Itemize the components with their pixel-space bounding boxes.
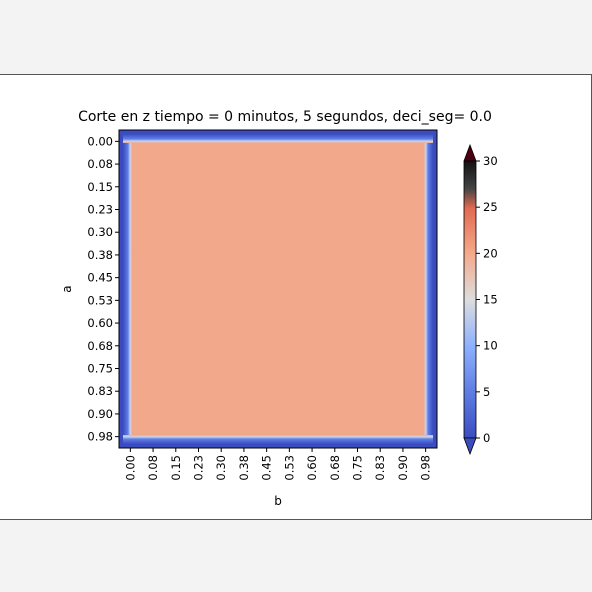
x-tick-label: 0.45 <box>260 455 274 481</box>
y-tick-label: 0.98 <box>87 430 113 444</box>
y-tick-label: 0.15 <box>87 180 113 194</box>
y-tick-label: 0.75 <box>87 362 113 376</box>
x-tick-label: 0.75 <box>351 455 365 481</box>
y-tick-label: 0.23 <box>87 203 113 217</box>
heatmap-interior <box>123 134 433 444</box>
x-tick-label: 0.53 <box>282 455 296 481</box>
x-tick-label: 0.83 <box>373 455 387 481</box>
chart-title: Corte en z tiempo = 0 minutos, 5 segundo… <box>78 109 492 125</box>
colorbar-tick-label: 25 <box>483 200 498 214</box>
y-tick-label: 0.45 <box>87 271 113 285</box>
colorbar-tick-label: 10 <box>483 339 498 353</box>
y-axis: 0.00 0.08 0.15 0.23 0.30 0.38 0.45 0.53 0.60 0.68… <box>87 134 119 444</box>
x-tick-label: 0.90 <box>396 455 410 481</box>
x-tick-label: 0.30 <box>214 455 228 481</box>
x-axis: 0.00 0.08 0.15 0.23 0.30 0.38 0.45 0.53 0.60 0.68… <box>123 448 433 481</box>
chart-canvas: Corte en z tiempo = 0 minutos, 5 segundo… <box>60 109 498 508</box>
heatmap-plot <box>118 129 438 449</box>
x-tick-label: 0.98 <box>419 455 433 481</box>
x-tick-label: 0.15 <box>169 455 183 481</box>
x-tick-label: 0.00 <box>123 455 137 481</box>
colorbar-tick-label: 15 <box>483 293 498 307</box>
colorbar-gradient <box>463 160 477 439</box>
figure-panel: Corte en z tiempo = 0 minutos, 5 segundo… <box>0 74 592 520</box>
y-tick-label: 0.38 <box>87 248 113 262</box>
colorbar-under-arrow <box>463 437 477 456</box>
colorbar-tick-label: 0 <box>483 431 490 445</box>
x-tick-label: 0.68 <box>328 455 342 481</box>
y-tick-label: 0.53 <box>87 293 113 307</box>
colorbar-ticks: 0 5 10 15 20 25 30 <box>476 154 498 445</box>
heatmap-edge-top <box>123 134 433 143</box>
x-tick-label: 0.38 <box>237 455 251 481</box>
colorbar-over-arrow <box>463 143 477 162</box>
colorbar-tick-label: 20 <box>483 246 498 260</box>
y-tick-label: 0.30 <box>87 225 113 239</box>
y-tick-label: 0.83 <box>87 384 113 398</box>
y-tick-label: 0.68 <box>87 339 113 353</box>
y-tick-label: 0.90 <box>87 407 113 421</box>
x-tick-label: 0.23 <box>192 455 206 481</box>
heatmap-edge-left <box>123 134 132 444</box>
y-axis-label: a <box>60 285 74 292</box>
x-tick-label: 0.08 <box>146 455 160 481</box>
heatmap-edge-right <box>424 134 433 444</box>
heatmap-edge-bottom <box>123 435 433 444</box>
x-axis-label: b <box>274 494 282 508</box>
x-tick-label: 0.60 <box>305 455 319 481</box>
y-tick-label: 0.60 <box>87 316 113 330</box>
y-tick-label: 0.08 <box>87 157 113 171</box>
y-tick-label: 0.00 <box>87 134 113 148</box>
colorbar: 0 5 10 15 20 25 30 <box>463 143 498 456</box>
colorbar-tick-label: 5 <box>483 385 490 399</box>
colorbar-tick-label: 30 <box>483 154 498 168</box>
plot-frame <box>118 129 438 449</box>
